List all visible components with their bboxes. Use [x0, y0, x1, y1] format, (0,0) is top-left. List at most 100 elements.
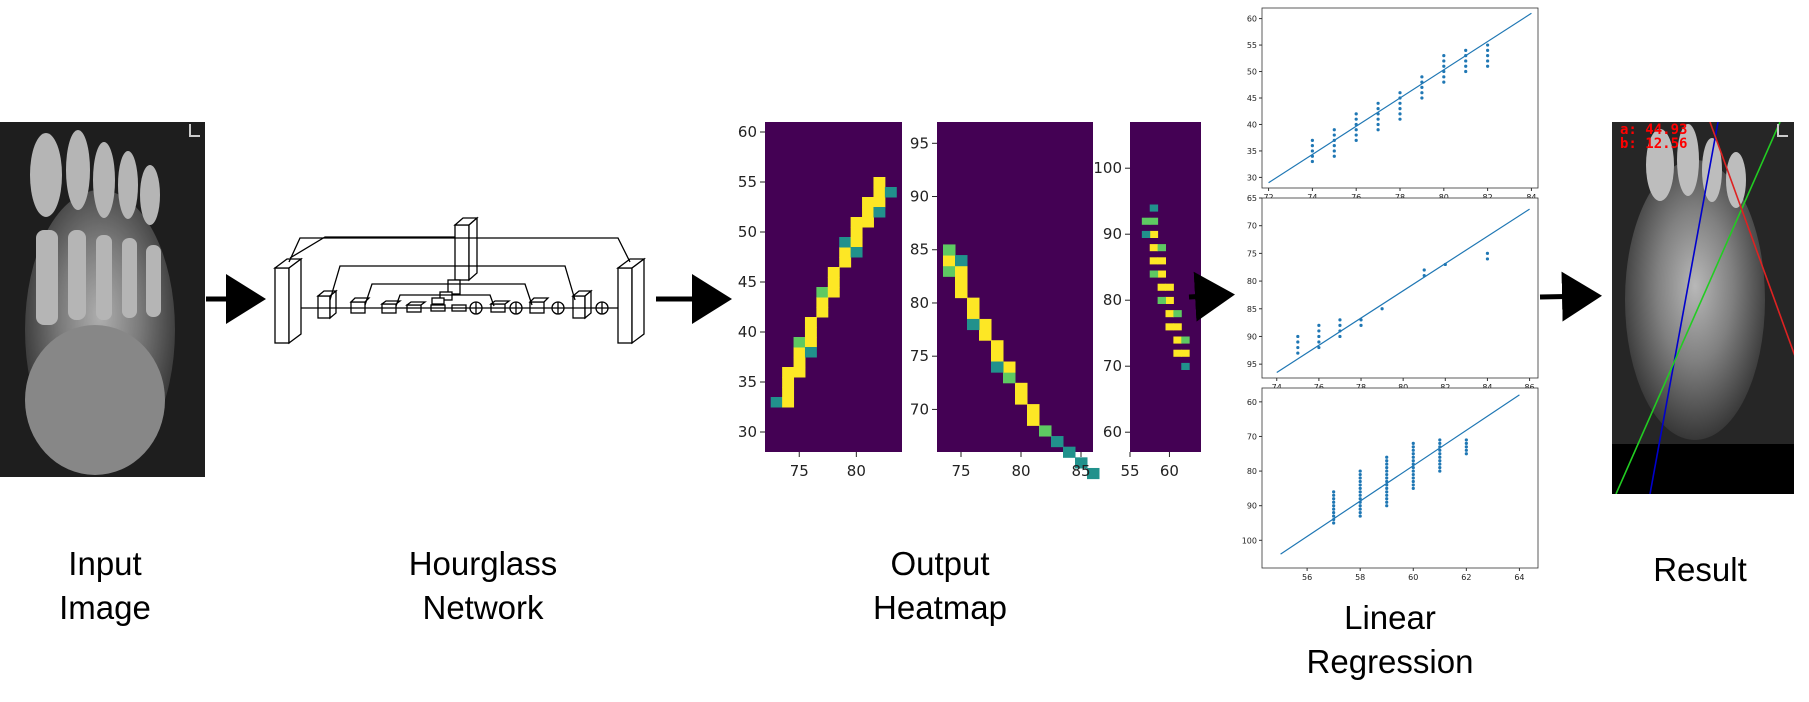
scatter-point [1442, 59, 1446, 63]
scatter-point [1438, 455, 1442, 459]
heatmap-cell [967, 297, 980, 309]
heatmap-cell [1181, 349, 1190, 357]
heatmap-cell [793, 367, 806, 378]
scatter-point [1310, 144, 1314, 148]
heatmap-cell [1173, 310, 1182, 318]
x-tick-label: 78 [1395, 193, 1405, 202]
scatter-point [1317, 329, 1321, 333]
scatter-point [1438, 469, 1442, 473]
scatter-point [1411, 448, 1415, 452]
y-tick-label: 75 [910, 347, 929, 365]
scatter-point [1332, 511, 1336, 515]
heatmap-cell [816, 287, 829, 298]
heatmap-cell [1063, 446, 1076, 458]
scatter-point [1438, 466, 1442, 470]
scatter-point [1310, 159, 1314, 164]
y-tick-label: 50 [1247, 68, 1257, 77]
y-tick-label: 45 [1247, 94, 1257, 103]
scatter-point [1438, 462, 1442, 466]
result-angle-a-label: a: 44.93 [1620, 122, 1687, 138]
y-tick-label: 80 [1247, 467, 1257, 476]
scatter-point [1411, 479, 1415, 484]
heatmap-cell [873, 197, 886, 208]
scatter-point [1411, 452, 1415, 456]
scatter-point [1411, 441, 1415, 445]
scatter-point [1464, 69, 1468, 74]
scatter-point [1485, 251, 1490, 255]
scatter-point [1420, 91, 1424, 95]
x-tick-label: 80 [847, 462, 866, 480]
heatmap-cell [804, 337, 817, 348]
scatter-point [1332, 133, 1336, 137]
y-tick-label: 80 [910, 294, 929, 312]
scatter-point [1358, 490, 1362, 494]
scatter-point [1385, 493, 1389, 497]
scatter-point [1358, 504, 1362, 508]
regression-line [1276, 208, 1530, 373]
plot-frame [1261, 387, 1539, 569]
heatmap-cell [793, 357, 806, 368]
heatmap-cell [1173, 323, 1182, 331]
heatmap-cell [782, 377, 795, 388]
scatter-point [1411, 445, 1415, 449]
scatter-point [1385, 462, 1389, 466]
result-angle-b-label: b: 12.56 [1620, 136, 1687, 152]
y-tick-label: 30 [1247, 173, 1257, 182]
heatmap-cell [873, 207, 886, 218]
scatter-point [1486, 48, 1490, 52]
scatter-point [1411, 486, 1415, 490]
heatmap-cell [1015, 382, 1028, 394]
heatmap-cell [955, 287, 968, 299]
heatmap-cell [1149, 257, 1159, 265]
scatter-point [1317, 334, 1321, 339]
scatter-point [1411, 472, 1415, 477]
scatter-point [1332, 500, 1336, 504]
scatter-point [1332, 144, 1336, 148]
heatmap-panel-2: 75 80 85 70 75 80 85 90 95 [910, 122, 1100, 480]
x-tick-label: 75 [951, 462, 970, 480]
hourglass-network-diagram [273, 216, 646, 345]
heatmap-cell [862, 197, 874, 208]
heatmap-cell [793, 347, 806, 358]
scatter-point [1296, 345, 1300, 350]
scatter-point [1317, 323, 1321, 327]
caption-linear-regression: Linear Regression [1306, 599, 1474, 680]
heatmap-cell [839, 237, 852, 248]
scatter-point [1358, 507, 1362, 511]
heatmap-cell [1149, 217, 1159, 225]
heatmap-cell [827, 267, 840, 278]
heatmap-cell [1173, 336, 1182, 344]
scatter-point [1438, 459, 1442, 463]
heatmap-cell [1157, 270, 1166, 278]
heatmap-cell [1039, 425, 1052, 437]
scatter-point [1332, 490, 1336, 494]
plot-frame [1261, 197, 1539, 379]
scatter-point [1332, 521, 1336, 525]
x-tick-label: 82 [1440, 383, 1450, 392]
scatter-point [1358, 476, 1362, 480]
result-line-blue [1649, 122, 1719, 494]
heatmap-cell [850, 247, 863, 258]
heatmap-cell [1181, 336, 1190, 344]
result-line-red [1709, 122, 1794, 356]
scatter-point [1338, 318, 1342, 322]
heatmap-cell [839, 247, 852, 258]
x-tick-label: 84 [1526, 193, 1536, 202]
scatter-point [1358, 472, 1362, 477]
y-tick-label: 90 [1247, 332, 1257, 341]
y-tick-label: 70 [1247, 432, 1257, 441]
y-tick-label: 40 [1247, 120, 1257, 129]
scatter-point [1310, 149, 1314, 153]
scatter-point [1385, 504, 1389, 508]
scatter-point [1398, 106, 1402, 111]
regression-plot-1: 72 74 76 78 80 82 84 30 35 40 45 50 55 60 [1247, 7, 1539, 202]
scatter-point [1332, 507, 1336, 511]
heatmap-cell [1165, 296, 1174, 304]
heatmap-cell [1027, 414, 1040, 426]
heatmap-cell [979, 318, 992, 331]
heatmap-cell [1157, 296, 1166, 304]
x-tick-label: 82 [1483, 193, 1493, 202]
heatmap-cell [816, 307, 829, 318]
heatmap-cell [955, 265, 968, 277]
y-tick-label: 85 [910, 241, 929, 259]
